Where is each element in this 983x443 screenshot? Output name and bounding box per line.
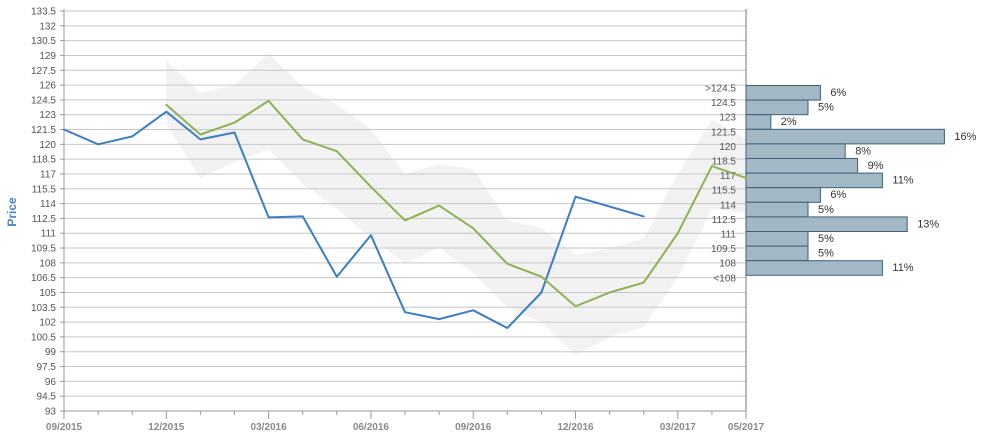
hist-percent-label: 9% xyxy=(868,160,884,172)
hist-category-label: 117 xyxy=(720,171,736,182)
hist-percent-label: 5% xyxy=(818,204,834,216)
grid-layer xyxy=(64,10,746,412)
y-tick-label: 100.5 xyxy=(31,332,56,343)
x-tick-label: 12/2016 xyxy=(557,422,594,433)
hist-percent-label: 11% xyxy=(892,262,913,274)
y-tick-label: 129 xyxy=(39,51,56,62)
hist-bar xyxy=(745,260,883,276)
y-tick-label: 112.5 xyxy=(32,214,57,225)
y-tick-label: 97.5 xyxy=(37,362,57,373)
hist-bar xyxy=(745,231,809,247)
hist-category-label: 114 xyxy=(720,200,736,211)
range-band-layer xyxy=(166,53,747,355)
hist-bar xyxy=(745,216,908,232)
y-tick-label: 96 xyxy=(45,377,57,388)
x-tick-label: 12/2015 xyxy=(148,422,185,433)
hist-bar xyxy=(745,114,772,130)
x-tick-label: 09/2015 xyxy=(46,422,83,433)
hist-category-label: 115.5 xyxy=(712,186,737,197)
hist-percent-label: 5% xyxy=(818,233,834,245)
hist-bar xyxy=(745,128,945,145)
y-tick-label: 109.5 xyxy=(31,244,56,255)
y-tick-label: 127.5 xyxy=(31,66,56,77)
y-tick-label: 111 xyxy=(41,229,57,240)
hist-bar xyxy=(745,201,809,218)
y-tick-label: 106.5 xyxy=(31,273,56,284)
hist-category-label: 120 xyxy=(719,142,736,153)
hist-category-label: >124.5 xyxy=(705,84,736,95)
y-tick-label: 99 xyxy=(45,347,57,358)
hist-category-label: 111 xyxy=(721,230,737,241)
y-tick-label: 130.5 xyxy=(31,36,56,47)
hist-category-label: 109.5 xyxy=(711,244,736,255)
x-tick-label: 03/2017 xyxy=(660,422,697,433)
y-tick-label: 124.5 xyxy=(31,95,56,106)
hist-percent-label: 2% xyxy=(781,116,797,128)
hist-percent-label: 5% xyxy=(818,248,834,260)
hist-category-label: 123 xyxy=(719,113,736,124)
y-tick-label: 103.5 xyxy=(31,303,56,314)
y-tick-label: 132 xyxy=(39,21,56,32)
hist-percent-label: 13% xyxy=(917,218,939,230)
hist-category-label: 112.5 xyxy=(712,215,737,226)
hist-bar xyxy=(745,143,846,159)
y-tick-label: 123 xyxy=(39,110,56,121)
hist-category-label: 108 xyxy=(719,259,736,270)
axes-layer: 93 94.5 96 97.5 99 100.5 102 103.5 105 106.5 108 10… xyxy=(31,7,765,434)
series-line-1 xyxy=(63,110,645,329)
hist-percent-label: 6% xyxy=(830,189,846,201)
hist-category-label: <108 xyxy=(713,273,736,284)
hist-category-label: 121.5 xyxy=(711,127,736,138)
hist-bar xyxy=(745,99,809,116)
series-layer xyxy=(63,99,747,329)
x-tick-label: 09/2016 xyxy=(455,422,492,433)
y-tick-label: 117 xyxy=(40,169,56,180)
y-tick-label: 121.5 xyxy=(31,125,56,136)
histogram-layer: 6% >124.5 5% 124.5 2% 123 16% 121.5 8% 120 9% 118.5… xyxy=(705,84,977,285)
y-tick-label: 108 xyxy=(39,258,56,269)
range-band xyxy=(166,53,747,355)
x-tick-label: 06/2016 xyxy=(353,422,390,433)
hist-bar xyxy=(745,85,821,101)
hist-percent-label: 5% xyxy=(818,102,834,114)
y-tick-label: 94.5 xyxy=(37,392,57,403)
y-tick-label: 120 xyxy=(39,140,56,151)
hist-bar xyxy=(745,187,821,203)
hist-percent-label: 8% xyxy=(855,145,871,157)
series-line-2 xyxy=(165,99,747,308)
hist-category-label: 124.5 xyxy=(711,98,736,109)
y-tick-label: 102 xyxy=(39,318,56,329)
hist-category-label: 118.5 xyxy=(712,157,737,168)
hist-bar xyxy=(745,172,883,189)
hist-bar xyxy=(745,158,859,174)
x-tick-label: 05/2017 xyxy=(728,422,765,433)
y-tick-label: 133.5 xyxy=(31,7,56,18)
y-tick-label: 105 xyxy=(39,288,56,299)
hist-percent-label: 11% xyxy=(892,175,913,187)
y-tick-label: 118.5 xyxy=(32,155,57,166)
y-tick-label: 114 xyxy=(40,199,56,210)
hist-percent-label: 6% xyxy=(830,87,846,99)
y-tick-label: 115.5 xyxy=(32,184,57,195)
hist-percent-label: 16% xyxy=(954,131,976,143)
y-tick-label: 126 xyxy=(39,81,56,92)
x-tick-label: 03/2016 xyxy=(251,422,288,433)
y-axis-label: Price xyxy=(5,197,19,227)
y-tick-label: 93 xyxy=(45,407,57,418)
hist-bar xyxy=(745,245,809,262)
